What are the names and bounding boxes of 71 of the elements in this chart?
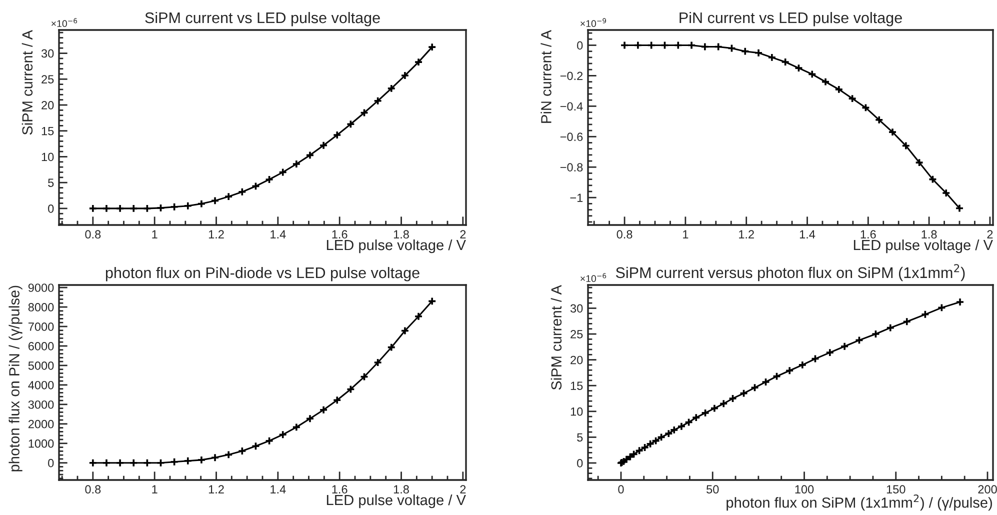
x-tick-label: 2 (460, 230, 466, 238)
x-tick-label: 1.2 (208, 230, 224, 238)
x-tick-label: 0.8 (616, 230, 632, 239)
y-axis-title: SiPM current / A (550, 285, 562, 390)
y-tick-label: 15 (570, 382, 583, 390)
x-tick-label: 1.4 (800, 230, 816, 238)
x-tick-label: 1 (152, 230, 158, 238)
chart-title: PiN current vs LED pulse voltage (680, 12, 902, 26)
y-tick-label: 0 (48, 204, 54, 213)
y-tick-label: 9000 (28, 284, 54, 292)
y-tick-label: 10 (42, 152, 54, 162)
y-tick-label: 20 (42, 101, 54, 110)
x-tick-label: 1.2 (739, 230, 754, 238)
y-tick-label: 5000 (28, 361, 54, 370)
x-axis-title: photon flux on SiPM (1x1mm$^{2}$) / (γ/pulse) (726, 494, 992, 511)
y-tick-label: 2000 (28, 420, 54, 428)
y-tick-label: 20 (570, 356, 583, 364)
y-tick-label: −1 (570, 194, 583, 202)
y-tick-label: 3000 (28, 400, 54, 409)
text: ×10$^{−9}$ (580, 18, 606, 28)
x-tick-label: 1.8 (394, 230, 409, 239)
x-tick-label: 150 (886, 485, 906, 494)
y-tick-label: 6000 (28, 342, 54, 350)
y-tick-label: 5 (48, 178, 54, 187)
x-tick-label: 1.2 (208, 485, 224, 494)
chart-title: SiPM current versus photon flux on SiPM (1x1mm$^{2}$) (616, 264, 965, 282)
x-tick-label: 1.6 (860, 230, 876, 239)
y-axis-title: PiN current / A (540, 30, 552, 123)
chart-title: photon flux on PiN-diode vs LED pulse voltage (106, 266, 420, 282)
x-tick-label: 1.8 (394, 485, 409, 494)
x-tick-label: 1.8 (922, 230, 937, 239)
y-axis-title: SiPM current / A (22, 30, 33, 135)
x-tick-label: 1.4 (270, 485, 286, 494)
x-tick-label: 0.8 (85, 230, 101, 239)
y-tick-label: 25 (570, 330, 583, 338)
y-tick-label: 0 (577, 41, 583, 50)
x-tick-label: 50 (706, 485, 719, 494)
y-tick-label: 25 (42, 75, 54, 84)
y-tick-label: 4000 (28, 380, 54, 390)
x-axis-title: LED pulse voltage / V (326, 494, 466, 508)
x-tick-label: 1.4 (270, 230, 286, 238)
x-tick-label: 1 (683, 230, 688, 238)
y-tick-label: 0 (48, 458, 54, 468)
x-axis-title: LED pulse voltage / V (326, 239, 466, 254)
x-tick-label: 0 (618, 485, 624, 494)
y-tick-label: −0.2 (560, 72, 583, 80)
y-tick-label: 1000 (28, 439, 54, 448)
x-tick-label: 1.6 (332, 485, 348, 494)
y-tick-label: 30 (41, 49, 54, 58)
x-tick-label: 0.8 (85, 485, 101, 494)
y-tick-label: −0.6 (560, 132, 583, 142)
y-tick-label: 0 (577, 459, 583, 468)
x-tick-label: 2 (460, 485, 466, 494)
y-tick-label: −0.4 (560, 102, 583, 111)
x-tick-label: 200 (978, 485, 997, 494)
x-tick-label: 1.6 (332, 230, 348, 239)
y-tick-label: 30 (570, 304, 583, 313)
y-tick-label: 15 (42, 127, 54, 136)
y-tick-label: 5 (577, 433, 583, 442)
y-tick-label: 10 (570, 407, 583, 416)
x-tick-label: 100 (795, 485, 814, 494)
x-tick-label: 2 (987, 230, 993, 238)
y-tick-label: 8000 (28, 303, 54, 312)
y-tick-label: −0.8 (560, 163, 583, 172)
x-tick-label: 1 (152, 485, 158, 494)
y-axis-title: photon flux on PiN / (γ/pulse) (8, 286, 22, 472)
x-axis-title: LED pulse voltage / V (854, 239, 993, 254)
text: ×10$^{−6}$ (52, 18, 78, 28)
y-tick-label: 7000 (28, 322, 54, 331)
chart-title: SiPM current vs LED pulse voltage (145, 12, 380, 26)
text: ×10$^{−6}$ (580, 273, 606, 282)
